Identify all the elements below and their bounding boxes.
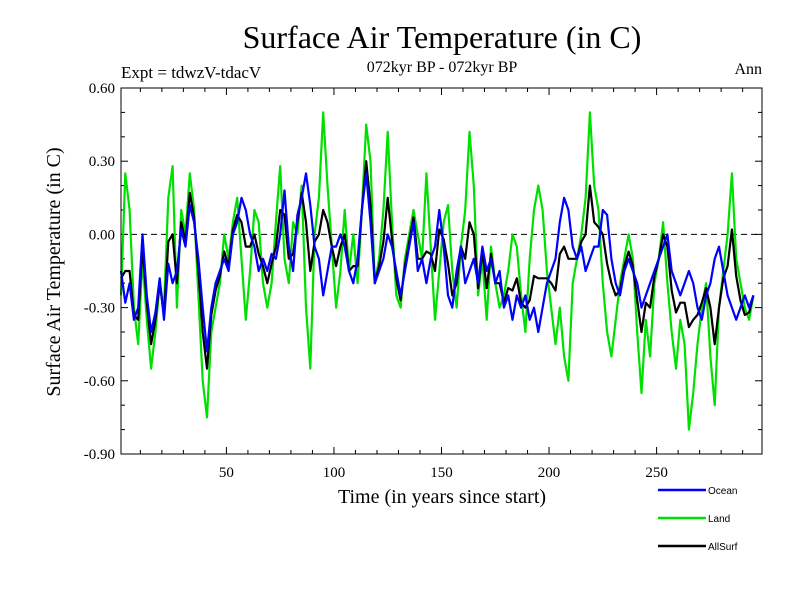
x-tick-label: 100	[323, 465, 346, 481]
y-tick-label: -0.90	[84, 447, 115, 463]
x-axis-label: Time (in years since start)	[338, 486, 546, 508]
plot-series	[119, 111, 755, 431]
series-line-allsurf	[120, 160, 755, 370]
y-tick-label: -0.30	[84, 301, 115, 317]
legend: Ocean Land AllSurf	[658, 486, 738, 553]
series-line-ocean	[119, 172, 755, 353]
legend-label-allsurf: AllSurf	[708, 542, 738, 553]
x-tick-label: 250	[645, 465, 668, 481]
legend-label-land: Land	[708, 514, 730, 525]
period-label: 072kyr BP - 072kyr BP	[367, 59, 518, 76]
x-tick-label: 50	[219, 465, 234, 481]
chart-title: Surface Air Temperature (in C)	[243, 19, 642, 55]
season-label: Ann	[734, 61, 762, 78]
legend-label-ocean: Ocean	[708, 486, 737, 497]
y-tick-label: 0.30	[89, 154, 115, 170]
y-axis-label: Surface Air Temperature (in C)	[43, 147, 65, 396]
y-tick-label: 0.60	[89, 81, 115, 97]
axis-ticks: -0.90 -0.60 -0.30 0.00 0.30 0.60 50 100 150 200 25…	[84, 81, 762, 481]
series-line-land	[119, 111, 755, 431]
x-tick-label: 200	[538, 465, 561, 481]
experiment-label: Expt = tdwzV-tdacV	[121, 63, 262, 82]
y-tick-label: -0.60	[84, 374, 115, 390]
y-tick-label: 0.00	[89, 227, 115, 243]
plot-frame	[120, 87, 763, 455]
x-tick-label: 150	[430, 465, 453, 481]
